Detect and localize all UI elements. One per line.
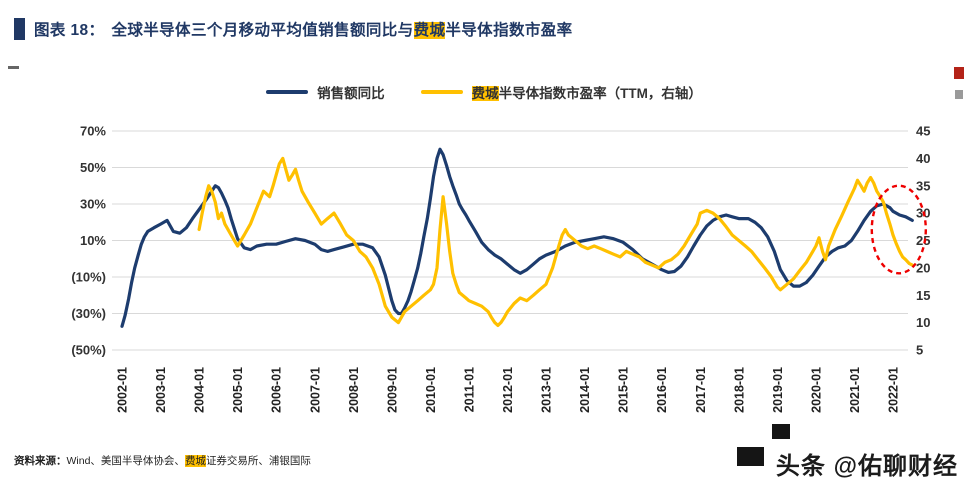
x-axis-label: 2020-01 — [809, 367, 823, 413]
x-axis-label: 2004-01 — [193, 367, 207, 413]
legend-label-sales-yoy: 销售额同比 — [317, 86, 385, 101]
x-axis-label: 2006-01 — [270, 367, 284, 413]
x-axis-label: 2016-01 — [655, 367, 669, 413]
left-axis-label: 10% — [80, 233, 106, 248]
chart-number-label: 图表 18： — [34, 22, 105, 39]
left-axis-label: (10%) — [71, 270, 106, 285]
right-axis-label: 20 — [916, 260, 930, 275]
edge-mark-gray — [955, 90, 963, 99]
title-marker — [14, 18, 25, 40]
x-axis-label: 2003-01 — [154, 367, 168, 413]
right-axis-label: 35 — [916, 178, 930, 193]
series-line-sales-yoy — [120, 147, 914, 328]
chart-title-highlight: 费城 — [413, 22, 446, 39]
legend-line-swatch-blue — [266, 90, 309, 94]
chart-title-text: 全球半导体三个月移动平均值销售额同比与 — [111, 22, 414, 39]
highlight-ellipse-annotation — [870, 184, 927, 275]
right-axis-label: 15 — [916, 288, 930, 303]
series-line-pe-ratio — [197, 156, 914, 327]
right-axis-label: 10 — [916, 315, 930, 330]
legend-label-rest: 半导体指数市盈率（TTM，右轴） — [498, 86, 702, 101]
left-axis-label: 70% — [80, 124, 106, 139]
x-axis-label: 2019-01 — [771, 367, 785, 413]
legend-line-swatch-gold — [420, 90, 463, 94]
chart-title-text-end: 半导体指数市盈率 — [445, 22, 573, 39]
x-axis-label: 2012-01 — [501, 367, 515, 413]
dash-mark — [8, 66, 19, 69]
left-axis-label: 30% — [80, 197, 106, 212]
x-axis-label: 2018-01 — [732, 367, 746, 413]
right-axis-label: 25 — [916, 233, 930, 248]
x-axis-label: 2017-01 — [694, 367, 708, 413]
x-axis-label: 2013-01 — [540, 367, 554, 413]
x-axis-label: 2011-01 — [462, 367, 476, 412]
source-text-end: 证券交易所、浦银国际 — [205, 455, 311, 467]
x-axis-label: 2010-01 — [424, 367, 438, 413]
x-axis-label: 2005-01 — [231, 367, 245, 413]
edge-mark-red — [954, 67, 964, 79]
x-axis-label: 2002-01 — [116, 367, 130, 413]
source-note: 资料来源：Wind、美国半导体协会、费城证券交易所、浦银国际 — [14, 453, 311, 468]
x-axis-label: 2008-01 — [347, 367, 361, 413]
legend-label-pe-ratio: 费城半导体指数市盈率（TTM，右轴） — [471, 82, 702, 102]
right-axis-label: 5 — [916, 343, 923, 358]
legend-item-sales-yoy: 销售额同比 — [266, 82, 385, 102]
redaction-block — [737, 447, 764, 466]
legend-item-pe-ratio: 费城半导体指数市盈率（TTM，右轴） — [420, 82, 702, 102]
page-title: 图表 18： 全球半导体三个月移动平均值销售额同比与费城半导体指数市盈率 — [34, 18, 573, 40]
left-axis-label: (50%) — [71, 343, 106, 358]
left-axis-label: 50% — [80, 160, 106, 175]
chart-legend: 销售额同比 费城半导体指数市盈率（TTM，右轴） — [0, 82, 968, 102]
chart-svg: 70%50%30%10%(10%)(30%)(50%)4540353025201… — [71, 124, 930, 413]
right-axis-label: 45 — [916, 124, 930, 139]
right-axis-label: 40 — [916, 151, 930, 166]
chart-title-row: 图表 18： 全球半导体三个月移动平均值销售额同比与费城半导体指数市盈率 — [14, 18, 573, 40]
x-axis-label: 2022-01 — [887, 367, 901, 413]
source-highlight: 费城 — [184, 455, 206, 467]
x-axis-label: 2015-01 — [617, 367, 631, 413]
source-text: Wind、美国半导体协会、 — [66, 455, 185, 467]
x-axis-label: 2014-01 — [578, 367, 592, 413]
x-axis-label: 2009-01 — [385, 367, 399, 413]
x-axis-label: 2021-01 — [848, 367, 862, 413]
left-axis-label: (30%) — [71, 306, 106, 321]
source-label: 资料来源： — [14, 455, 67, 467]
legend-label-highlight: 费城 — [471, 86, 499, 101]
watermark: 头条 @佑聊财经 — [775, 453, 958, 480]
redaction-block — [772, 424, 790, 439]
x-axis-label: 2007-01 — [308, 367, 322, 413]
